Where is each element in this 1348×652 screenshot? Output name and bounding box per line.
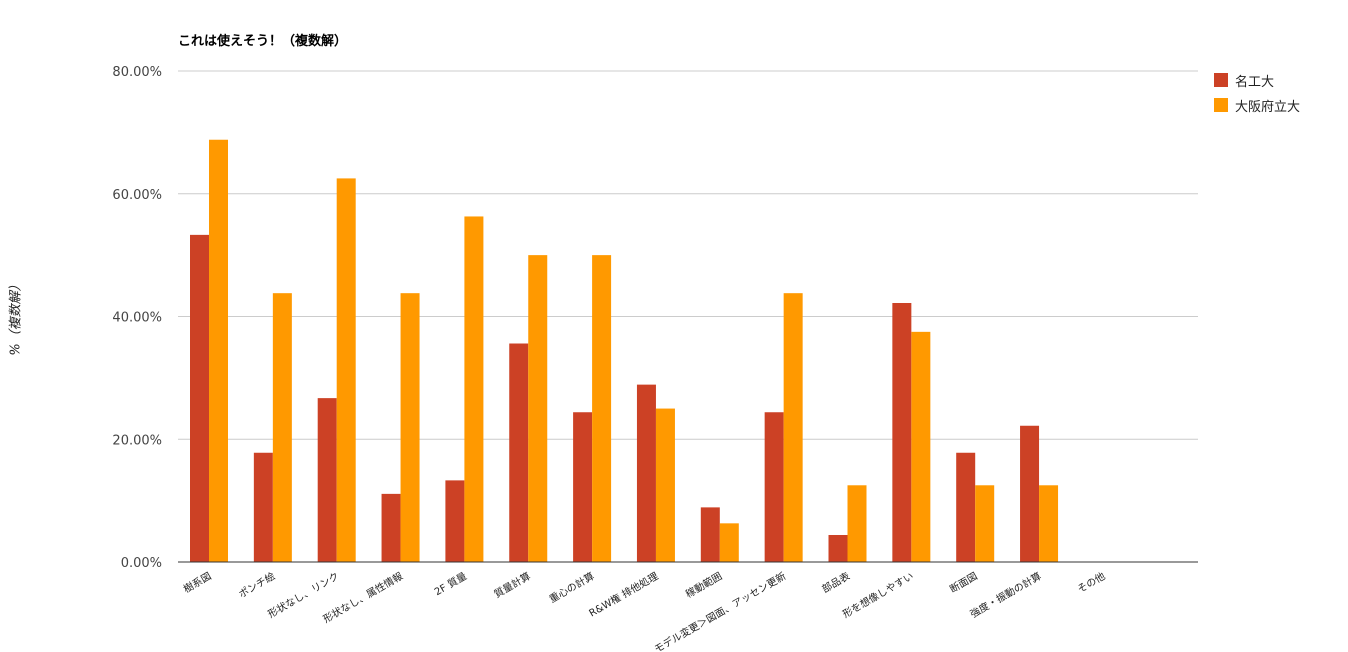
bar-series2 bbox=[847, 485, 867, 562]
bar-series2 bbox=[464, 216, 484, 563]
bar-series2 bbox=[719, 523, 739, 562]
x-tick-label: 質量計算 bbox=[492, 569, 533, 600]
x-tick-label: ポンチ絵 bbox=[236, 569, 277, 600]
bar-series2 bbox=[272, 293, 292, 562]
legend-label: 大阪府立大 bbox=[1235, 99, 1301, 115]
bar-series2 bbox=[528, 255, 548, 562]
bar-series2 bbox=[655, 408, 675, 562]
bar-series1 bbox=[317, 398, 337, 562]
bar-series1 bbox=[190, 234, 209, 562]
bar-series1 bbox=[636, 384, 656, 562]
bar-series2 bbox=[400, 293, 420, 562]
bar-series1 bbox=[700, 507, 720, 562]
x-tick-label: R&W権 排他処理 bbox=[587, 569, 661, 619]
bar-series1 bbox=[764, 412, 784, 562]
bar-series2 bbox=[975, 485, 995, 562]
legend: 名工大 大阪府立大 bbox=[1214, 70, 1300, 120]
bar-series2 bbox=[911, 331, 931, 562]
legend-swatch bbox=[1214, 73, 1228, 87]
bar-series2 bbox=[783, 293, 803, 562]
bar-series1 bbox=[573, 412, 593, 562]
bar-series1 bbox=[956, 452, 976, 562]
x-tick-label: 部品表 bbox=[820, 569, 852, 595]
bar-series1 bbox=[381, 493, 401, 562]
bar-series2 bbox=[1039, 485, 1059, 562]
y-tick-label: 80.00% bbox=[112, 65, 162, 80]
legend-item: 名工大 bbox=[1214, 70, 1300, 90]
x-tick-label: 稼動範囲 bbox=[683, 569, 724, 600]
bar-series1 bbox=[892, 302, 912, 562]
legend-label: 名工大 bbox=[1235, 74, 1275, 90]
x-tick-label: その他 bbox=[1075, 569, 1107, 595]
x-tick-label: 形を想像しやすい bbox=[840, 569, 916, 620]
chart-title: これは使えそう！（複数解） bbox=[178, 34, 348, 49]
y-tick-label: 0.00% bbox=[121, 556, 162, 571]
bar-series1 bbox=[253, 452, 273, 562]
y-tick-label: 40.00% bbox=[112, 311, 162, 326]
x-tick-label: 樹系図 bbox=[181, 569, 213, 595]
bar-series1 bbox=[828, 534, 848, 562]
legend-swatch bbox=[1214, 98, 1228, 112]
y-tick-label: 20.00% bbox=[112, 433, 162, 448]
legend-item: 大阪府立大 bbox=[1214, 95, 1300, 115]
bar-series1 bbox=[445, 480, 465, 562]
bar-series1 bbox=[1020, 425, 1040, 562]
x-tick-label: 重心の計算 bbox=[547, 569, 597, 605]
y-tick-label: 60.00% bbox=[112, 188, 162, 203]
bar-series2 bbox=[592, 255, 612, 562]
bar-series1 bbox=[509, 343, 529, 562]
x-tick-label: 断面図 bbox=[947, 569, 979, 595]
bar-series2 bbox=[336, 178, 356, 562]
x-tick-label: 2F 質量 bbox=[432, 569, 469, 598]
x-tick-label: 強度・振動の計算 bbox=[968, 569, 1044, 620]
bar-series2 bbox=[209, 139, 228, 563]
